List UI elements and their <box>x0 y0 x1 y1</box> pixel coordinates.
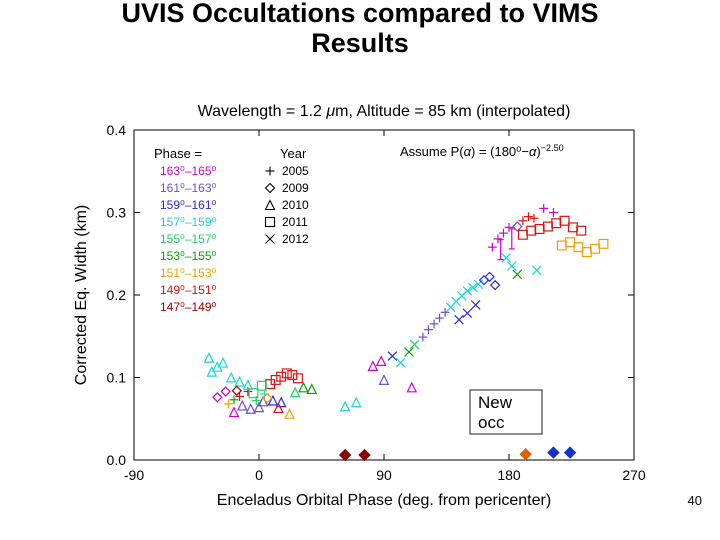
slide-title-line1: UVIS Occultations compared to VIMS <box>121 0 598 28</box>
x-axis-label: Enceladus Orbital Phase (deg. from peric… <box>217 492 551 509</box>
phase-legend-title: Phase = <box>154 146 202 161</box>
occ-diamond <box>340 450 351 461</box>
ytick-label: 0.2 <box>107 287 127 303</box>
year-legend-entry: 2005 <box>282 164 309 178</box>
page-number: 40 <box>688 493 702 508</box>
year-legend-entry: 2010 <box>282 198 309 212</box>
occ-diamond <box>359 450 370 461</box>
xtick-label: -90 <box>124 467 144 483</box>
slide-canvas: UVIS Occultations compared to VIMSResult… <box>0 0 720 540</box>
assume-label: Assume P(α) = (180⁰−α)−2.50 <box>400 143 564 159</box>
phase-legend-entry: 147⁰–149⁰ <box>160 300 217 314</box>
occ-diamond <box>520 449 531 460</box>
ytick-label: 0.1 <box>107 370 127 386</box>
occ-diamond <box>565 447 576 458</box>
phase-legend-entry: 163⁰–165⁰ <box>160 164 217 178</box>
chart-title: Wavelength = 1.2 μm, Altitude = 85 km (i… <box>198 103 571 120</box>
ytick-label: 0.3 <box>107 205 127 221</box>
phase-legend-entry: 149⁰–151⁰ <box>160 283 217 297</box>
ytick-label: 0.4 <box>107 122 127 138</box>
phase-legend-entry: 159⁰–161⁰ <box>160 198 217 212</box>
year-legend-title: Year <box>280 146 307 161</box>
xtick-label: 90 <box>376 467 392 483</box>
annotation-line1: New <box>478 393 513 412</box>
phase-legend-entry: 161⁰–163⁰ <box>160 181 217 195</box>
year-legend-entry: 2012 <box>282 232 309 246</box>
annotation-line2: occ <box>478 413 505 432</box>
phase-legend-entry: 157⁰–159⁰ <box>160 215 217 229</box>
y-axis-label: Corrected Eq. Width (km) <box>73 205 90 385</box>
slide-title-line2: Results <box>311 28 409 58</box>
xtick-label: 270 <box>622 467 646 483</box>
phase-legend-entry: 151⁰–153⁰ <box>160 266 217 280</box>
occ-diamond <box>548 447 559 458</box>
ytick-label: 0.0 <box>107 452 127 468</box>
xtick-label: 0 <box>255 467 263 483</box>
phase-legend-entry: 155⁰–157⁰ <box>160 232 217 246</box>
phase-legend-entry: 153⁰–155⁰ <box>160 249 217 263</box>
year-legend-entry: 2009 <box>282 181 309 195</box>
xtick-label: 180 <box>497 467 521 483</box>
year-legend-entry: 2011 <box>282 215 308 229</box>
